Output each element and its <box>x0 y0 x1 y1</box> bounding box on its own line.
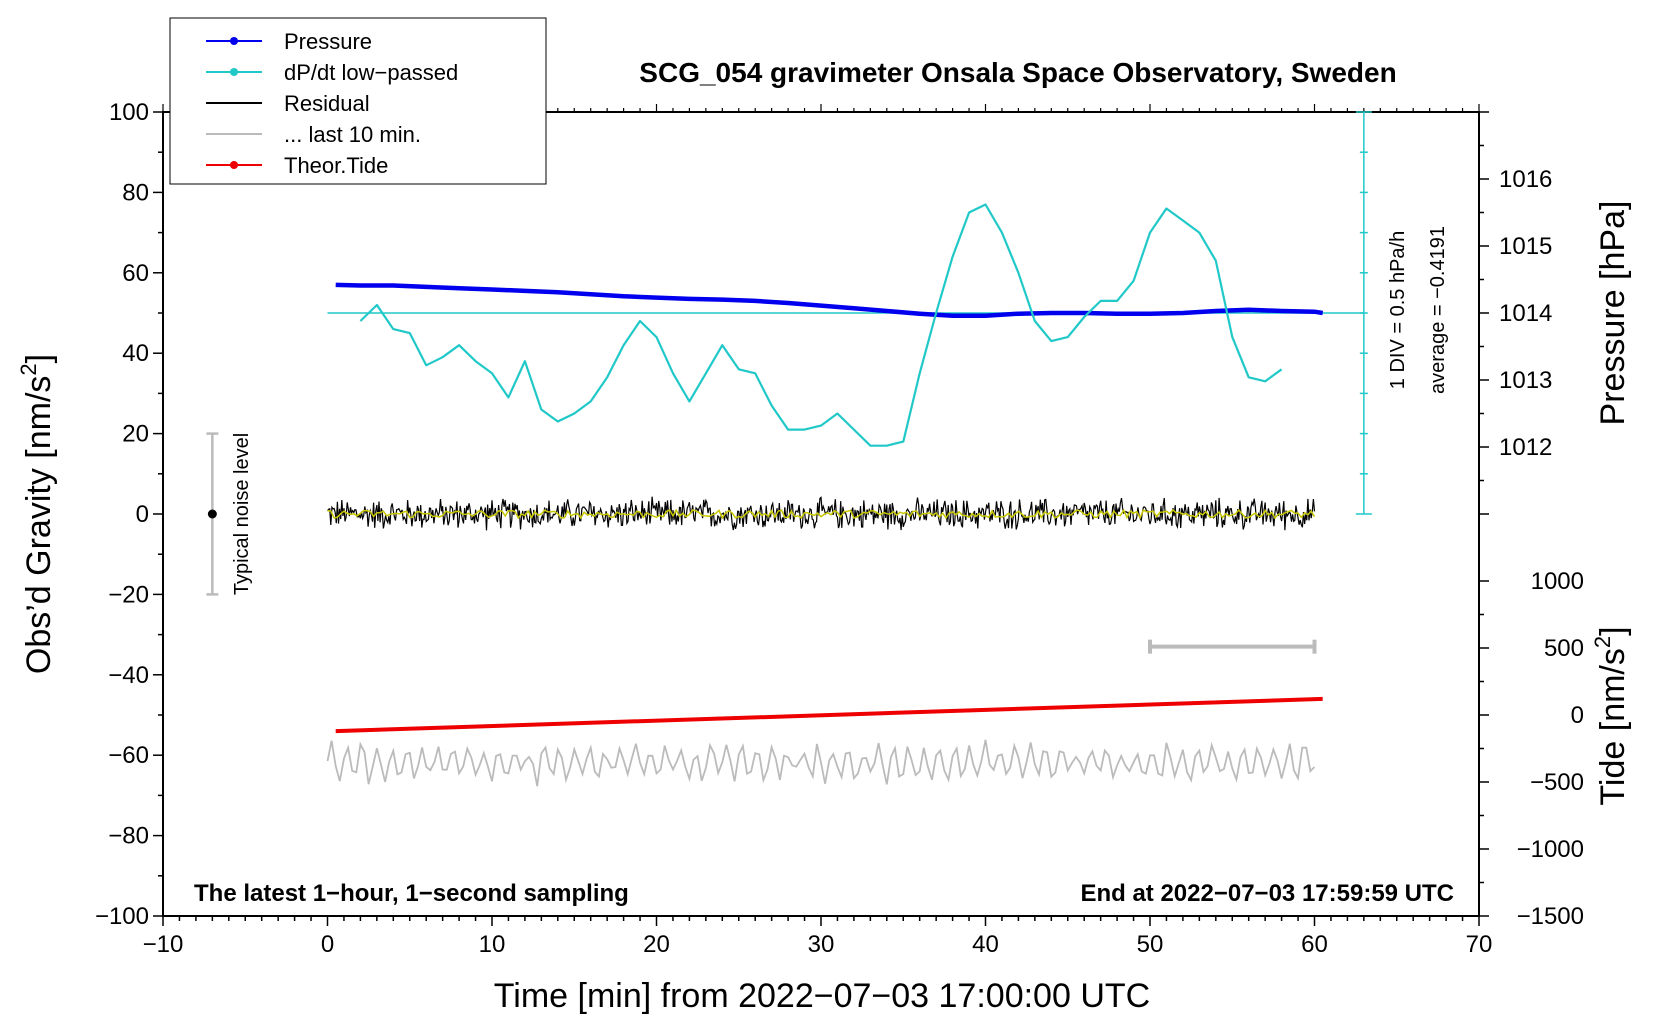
x-tick-label: 60 <box>1301 931 1328 958</box>
y-tick-label: 0 <box>136 501 149 528</box>
y-axis-title-gravity: Obs’d Gravity [nm/s2] <box>16 354 58 674</box>
x-tick-label: 20 <box>643 931 670 958</box>
noise-level-label: Typical noise level <box>231 433 253 595</box>
residual-smoothed-line <box>327 508 1316 520</box>
legend-label: dP/dt low−passed <box>284 60 458 85</box>
tide-tick-label: 500 <box>1544 635 1584 662</box>
legend: Pressure dP/dt low−passed Residual ... last… <box>169 17 547 185</box>
y-tick-label: −60 <box>108 742 149 769</box>
tide-tick-label: 0 <box>1571 702 1584 729</box>
legend-items: Pressure dP/dt low−passed Residual ... last… <box>206 29 458 178</box>
noise-bar-center <box>207 509 217 519</box>
residual-line <box>327 496 1316 531</box>
dpdt-scale-label: 1 DIV = 0.5 hPa/h <box>1387 231 1409 389</box>
x-tick-label: 70 <box>1466 931 1493 958</box>
pressure-tick-label: 1016 <box>1499 166 1552 193</box>
y-tick-label: −100 <box>95 903 149 930</box>
series-layer <box>326 203 1364 787</box>
pressure-tick-labels: 1012 1013 1014 1015 1016 <box>1479 111 1552 515</box>
y-tick-label: −80 <box>108 823 149 850</box>
legend-label: Residual <box>284 91 370 116</box>
pressure-tick-label: 1012 <box>1499 434 1552 461</box>
legend-label: Theor.Tide <box>284 153 388 178</box>
tide-tick-label: 1000 <box>1531 568 1584 595</box>
y-tick-label: 60 <box>122 260 149 287</box>
y-axis-title-tide-main: Tide [nm/s <box>1594 648 1632 805</box>
pressure-tick-label: 1015 <box>1499 233 1552 260</box>
y-axis-title-gravity-main: Obs’d Gravity [nm/s <box>20 376 58 675</box>
tide-line <box>335 696 1323 734</box>
tide-tick-label: −1000 <box>1517 836 1584 863</box>
tide-tick-label: −1500 <box>1517 903 1584 930</box>
last-10-min-line <box>326 739 1316 787</box>
y-tick-label: 20 <box>122 421 149 448</box>
tide-tick-labels: −1500 −1000 −500 0 500 1000 <box>1479 568 1584 930</box>
y-tick-label: −40 <box>108 662 149 689</box>
y-axis-title-tide-sup: 2 <box>1590 636 1615 648</box>
x-tick-label: 10 <box>479 931 506 958</box>
y-axis-title-gravity-end: ] <box>20 354 58 363</box>
last-10-min-bar <box>1148 639 1317 654</box>
dpdt-scale-axis <box>1355 111 1372 515</box>
y-tick-label: −20 <box>108 581 149 608</box>
x-tick-label: 30 <box>808 931 835 958</box>
pressure-tick-label: 1013 <box>1499 367 1552 394</box>
x-tick-label: 50 <box>1137 931 1164 958</box>
legend-marker <box>230 37 238 45</box>
pressure-line <box>335 282 1324 318</box>
y-tick-labels: −100 −80 −60 −40 −20 0 20 40 60 80 100 <box>95 99 149 930</box>
y-axis-title-pressure: Pressure [hPa] <box>1594 201 1632 426</box>
x-tick-label: −10 <box>143 931 184 958</box>
y-tick-label: 100 <box>109 99 149 126</box>
legend-marker <box>230 68 238 76</box>
dpdt-average-label: average = −0.4191 <box>1427 226 1449 394</box>
legend-marker <box>230 161 238 169</box>
noise-level-bar <box>206 432 219 596</box>
y-axis-title-tide: Tide [nm/s2] <box>1590 626 1632 805</box>
y-axis-title-gravity-sup: 2 <box>16 363 41 375</box>
legend-label: ... last 10 min. <box>284 122 421 147</box>
note-end-time: End at 2022−07−03 17:59:59 UTC <box>1080 880 1454 907</box>
x-tick-labels: −10 0 10 20 30 40 50 60 70 <box>143 931 1493 958</box>
x-tick-label: 0 <box>321 931 334 958</box>
x-axis-title: Time [min] from 2022−07−03 17:00:00 UTC <box>494 977 1150 1015</box>
y-tick-label: 40 <box>122 340 149 367</box>
pressure-tick-label: 1014 <box>1499 300 1552 327</box>
chart-title: SCG_054 gravimeter Onsala Space Observat… <box>639 57 1396 88</box>
y-tick-label: 80 <box>122 179 149 206</box>
note-latest-hour: The latest 1−hour, 1−second sampling <box>194 880 629 907</box>
legend-label: Pressure <box>284 29 372 54</box>
legend-box <box>169 17 547 185</box>
dpdt-line <box>359 203 1283 447</box>
tide-tick-label: −500 <box>1530 769 1584 796</box>
y-axis-title-tide-end: ] <box>1594 626 1632 635</box>
x-tick-label: 40 <box>972 931 999 958</box>
